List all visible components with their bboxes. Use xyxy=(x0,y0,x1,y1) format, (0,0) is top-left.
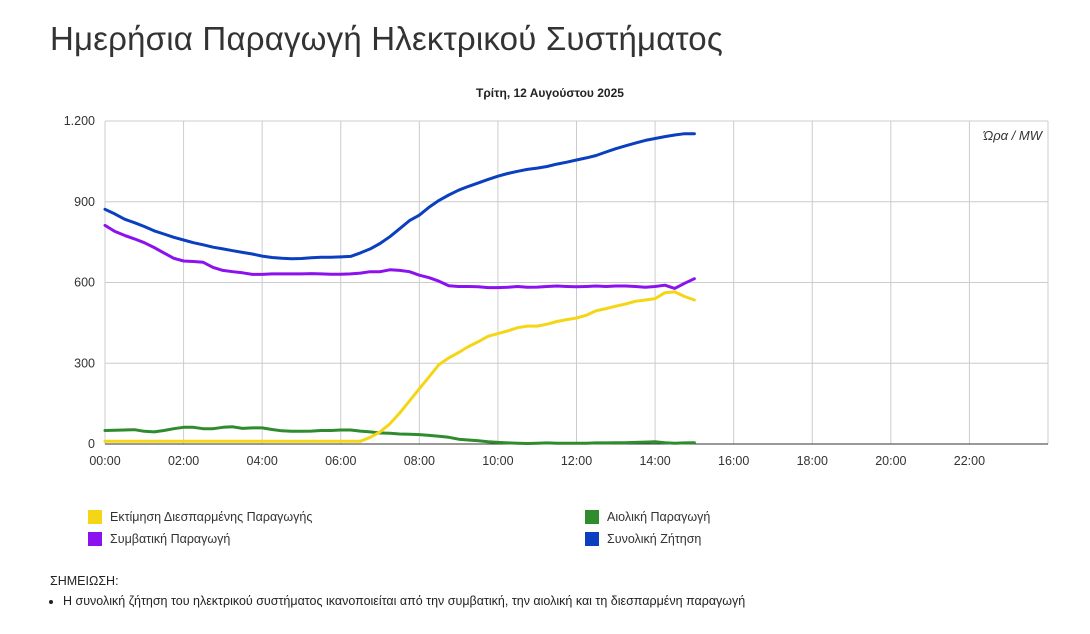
x-tick-label: 02:00 xyxy=(168,454,199,468)
series-line-2 xyxy=(103,223,696,290)
legend-item-total-demand[interactable]: Συνολική Ζήτηση xyxy=(585,530,701,548)
legend-item-distributed[interactable]: Εκτίμηση Διεσπαρμένης Παραγωγής xyxy=(88,508,312,526)
legend-label-conventional: Συμβατική Παραγωγή xyxy=(110,532,231,546)
x-tick-label: 16:00 xyxy=(718,454,749,468)
x-tick-label: 06:00 xyxy=(325,454,356,468)
axes: 0 300 600 900 1.200 00:00 02:00 04:00 06:00 08:00… xyxy=(64,114,1048,468)
page-title: Ημερήσια Παραγωγή Ηλεκτρικού Συστήματος xyxy=(50,20,723,57)
legend-swatch-distributed xyxy=(88,510,102,524)
y-tick-label: 900 xyxy=(74,195,95,209)
x-tick-label: 22:00 xyxy=(954,454,985,468)
legend-swatch-total-demand xyxy=(585,532,599,546)
y-tick-label: 300 xyxy=(74,356,95,370)
x-tick-label: 14:00 xyxy=(639,454,670,468)
y-tick-label: 0 xyxy=(88,437,95,451)
note-item: Η συνολική ζήτηση του ηλεκτρικού συστήμα… xyxy=(63,594,745,608)
x-tick-label: 04:00 xyxy=(247,454,278,468)
chart-container: Τρίτη, 12 Αυγούστου 2025 Ώρα / MW 0 300 60… xyxy=(64,86,1049,468)
chart-title: Τρίτη, 12 Αυγούστου 2025 xyxy=(476,86,624,100)
x-tick-label: 18:00 xyxy=(797,454,828,468)
x-tick-label: 08:00 xyxy=(404,454,435,468)
x-tick-label: 10:00 xyxy=(482,454,513,468)
x-tick-label: 20:00 xyxy=(875,454,906,468)
note-section: ΣΗΜΕΙΩΣΗ: Η συνολική ζήτηση του ηλεκτρικ… xyxy=(50,574,745,608)
legend-item-wind[interactable]: Αιολική Παραγωγή xyxy=(585,508,710,526)
chart-annotation: Ώρα / MW xyxy=(983,128,1044,143)
chart-legend: Εκτίμηση Διεσπαρμένης Παραγωγής Αιολική … xyxy=(88,506,788,550)
legend-swatch-conventional xyxy=(88,532,102,546)
y-tick-label: 1.200 xyxy=(64,114,95,128)
legend-item-conventional[interactable]: Συμβατική Παραγωγή xyxy=(88,530,230,548)
note-list: Η συνολική ζήτηση του ηλεκτρικού συστήμα… xyxy=(50,594,745,608)
legend-label-distributed: Εκτίμηση Διεσπαρμένης Παραγωγής xyxy=(110,510,313,524)
series-line-0 xyxy=(103,290,696,443)
note-title: ΣΗΜΕΙΩΣΗ: xyxy=(50,574,119,588)
legend-swatch-wind xyxy=(585,510,599,524)
series-lines xyxy=(103,132,696,445)
line-chart: Τρίτη, 12 Αυγούστου 2025 Ώρα / MW 0 300 60… xyxy=(64,86,1049,468)
legend-label-total-demand: Συνολική Ζήτηση xyxy=(607,532,702,546)
x-tick-label: 12:00 xyxy=(561,454,592,468)
x-tick-label: 00:00 xyxy=(89,454,120,468)
y-tick-label: 600 xyxy=(74,276,95,290)
gridlines xyxy=(104,120,1049,444)
series-line-3 xyxy=(103,132,696,261)
series-line-1 xyxy=(103,425,696,445)
legend-label-wind: Αιολική Παραγωγή xyxy=(607,510,711,524)
